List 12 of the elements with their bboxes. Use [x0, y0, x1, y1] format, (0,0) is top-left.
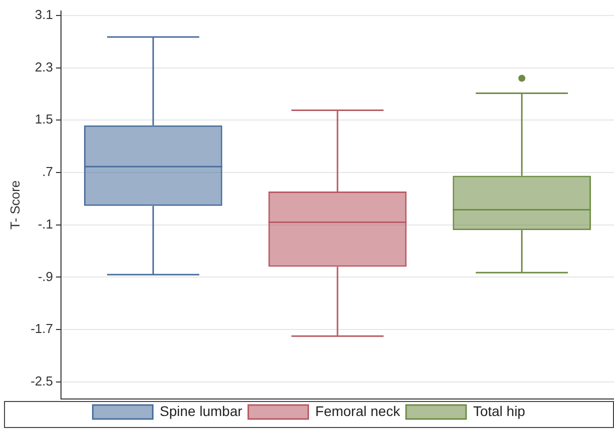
- y-tick-label: -1.7: [30, 321, 53, 336]
- y-tick-label: .7: [42, 164, 53, 180]
- legend-label: Total hip: [473, 402, 526, 419]
- legend-label: Femoral neck: [315, 402, 402, 419]
- y-tick-label: -2.5: [30, 374, 53, 389]
- y-tick-label: 2.3: [34, 59, 53, 74]
- y-tick-label: -.9: [38, 268, 53, 284]
- y-tick-label: -.1: [38, 216, 53, 232]
- y-axis-title: T- Score: [7, 180, 22, 230]
- legend-label: Spine lumbar: [160, 402, 243, 419]
- y-tick-label: 3.1: [34, 6, 53, 22]
- y-tick-label: 1.5: [34, 112, 53, 127]
